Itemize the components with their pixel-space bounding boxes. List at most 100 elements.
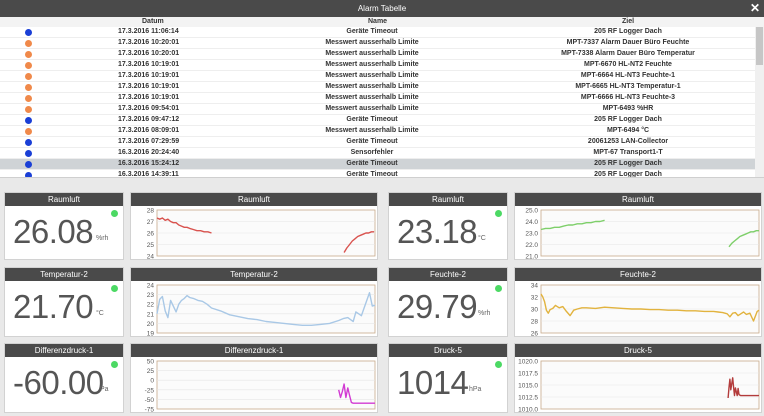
alarm-severity-icon	[25, 172, 32, 177]
chart-differenzdruck-1: -75 -50 -25 0 25 50	[145, 359, 376, 414]
alarm-severity-icon	[25, 51, 32, 58]
value-tile-feuchte-2[interactable]: Feuchte-2 29.79 %rh	[388, 267, 508, 337]
value-tile-druck-5[interactable]: Druck-5 1014 hPa	[388, 343, 508, 413]
chart-druck-5: 1010.0 1012.5 1015.0 1017.5 1020.0	[518, 359, 760, 414]
tile-title: Differenzdruck-1	[5, 344, 123, 357]
table-row[interactable]: 17.3.2016 09:47:12 Geräte Timeout 205 RF L…	[0, 115, 764, 126]
y-tick-label: 0	[150, 378, 154, 385]
y-tick-label: 30	[531, 307, 539, 314]
tile-title: Feuchte-2	[389, 268, 507, 281]
table-row[interactable]: 17.3.2016 08:09:01 Messwert ausserhalb Li…	[0, 126, 764, 137]
tile-title: Druck-5	[515, 344, 761, 357]
cell-datum: 17.3.2016 10:20:01	[118, 39, 180, 46]
table-row[interactable]: 17.3.2016 10:19:01 Messwert ausserhalb Li…	[0, 93, 764, 104]
alarm-severity-icon	[25, 139, 32, 146]
table-row[interactable]: 17.3.2016 09:54:01 Messwert ausserhalb Li…	[0, 104, 764, 115]
tile-title: Temperatur-2	[5, 268, 123, 281]
table-row[interactable]: 16.3.2016 15:24:12 Geräte Timeout 205 RF L…	[0, 159, 764, 170]
status-indicator-icon	[111, 210, 118, 217]
cell-datum: 17.3.2016 08:09:01	[118, 127, 180, 134]
status-indicator-icon	[495, 285, 502, 292]
y-tick-label: 23.0	[525, 231, 538, 238]
alarm-table-scrollbar[interactable]	[755, 27, 764, 177]
y-tick-label: -25	[145, 387, 155, 394]
alarm-table-header: Alarm Tabelle ✕	[0, 0, 764, 17]
table-row[interactable]: 17.3.2016 07:29:59 Geräte Timeout 20061253…	[0, 137, 764, 148]
y-tick-label: 19	[147, 331, 155, 338]
y-tick-label: 1010.0	[518, 407, 538, 414]
y-tick-label: -75	[145, 407, 155, 414]
alarm-severity-icon	[25, 128, 32, 135]
chart-tile-feuchte-2[interactable]: Feuchte-2 26 28 30 32 34	[514, 267, 762, 337]
series-line	[727, 377, 759, 399]
table-row[interactable]: 17.3.2016 10:19:01 Messwert ausserhalb Li…	[0, 82, 764, 93]
chart-raumluft-feuchte: 24 25 26 27 28	[147, 208, 376, 260]
table-row[interactable]: 17.3.2016 10:19:01 Messwert ausserhalb Li…	[0, 60, 764, 71]
value-tile-raumluft-temperatur[interactable]: Raumluft 23.18 °C	[388, 192, 508, 260]
tile-title: Druck-5	[389, 344, 507, 357]
y-tick-label: 32	[531, 295, 539, 302]
y-tick-label: 22	[147, 302, 155, 309]
tile-title: Temperatur-2	[131, 268, 377, 281]
y-tick-label: 1017.5	[518, 371, 538, 378]
cell-datum: 17.3.2016 07:29:59	[118, 138, 180, 145]
y-tick-label: -50	[145, 397, 155, 404]
y-tick-label: 50	[147, 359, 155, 366]
cell-datum: 16.3.2016 20:24:40	[118, 149, 180, 156]
cell-datum: 17.3.2016 10:19:01	[118, 83, 180, 90]
chart-tile-druck-5[interactable]: Druck-5 1010.0 1012.5 1015.0 1017.5 1020.0	[514, 343, 762, 413]
cell-datum: 16.3.2016 14:39:11	[118, 171, 179, 178]
y-tick-label: 1020.0	[518, 359, 538, 366]
y-tick-label: 26	[531, 331, 539, 338]
series-line	[540, 293, 760, 322]
tile-unit: %rh	[96, 235, 109, 242]
chart-tile-raumluft-feuchte[interactable]: Raumluft 24 25 26 27 28	[130, 192, 378, 260]
tile-title: Differenzdruck-1	[131, 344, 377, 357]
y-tick-label: 27	[147, 219, 155, 226]
chart-tile-temperatur-2[interactable]: Temperatur-2 19 20 21 22 23 24	[130, 267, 378, 337]
tile-value: 21.70	[13, 288, 94, 325]
cell-datum: 16.3.2016 15:24:12	[118, 160, 180, 167]
y-tick-label: 28	[147, 208, 155, 215]
table-row[interactable]: 16.3.2016 14:39:11 Geräte Timeout 205 RF L…	[0, 170, 764, 178]
tile-unit: °C	[478, 235, 486, 242]
y-tick-label: 1015.0	[518, 383, 538, 390]
chart-raumluft-temperatur: 21.0 22.0 23.0 24.0 25.0	[525, 208, 760, 261]
tile-title: Raumluft	[389, 193, 507, 206]
scrollbar-thumb[interactable]	[756, 27, 763, 65]
column-header-datum[interactable]: Datum	[142, 18, 164, 25]
chart-tile-differenzdruck-1[interactable]: Differenzdruck-1 -75 -50 -25 0 25 50	[130, 343, 378, 413]
tile-value: 26.08	[13, 213, 94, 250]
table-row[interactable]: 17.3.2016 11:06:14 Geräte Timeout 205 RF L…	[0, 27, 764, 38]
table-row[interactable]: 16.3.2016 20:24:40 Sensorfehler MPT-67 Tra…	[0, 148, 764, 159]
chart-tile-raumluft-temperatur[interactable]: Raumluft 21.0 22.0 23.0 24.0 25.0	[514, 192, 762, 260]
column-header-ziel[interactable]: Ziel	[622, 18, 635, 25]
tile-title: Raumluft	[131, 193, 377, 206]
y-tick-label: 24	[147, 283, 155, 290]
y-tick-label: 1012.5	[518, 395, 538, 402]
series-line	[343, 231, 375, 253]
y-tick-label: 21	[147, 311, 155, 318]
cell-datum: 17.3.2016 11:06:14	[118, 28, 179, 35]
alarm-severity-icon	[25, 62, 32, 69]
alarm-severity-icon	[25, 73, 32, 80]
close-icon[interactable]: ✕	[749, 1, 760, 15]
cell-datum: 17.3.2016 09:54:01	[118, 105, 180, 112]
y-tick-label: 21.0	[525, 254, 538, 261]
status-indicator-icon	[495, 210, 502, 217]
column-header-name[interactable]: Name	[368, 18, 388, 25]
alarm-severity-icon	[25, 95, 32, 102]
value-tile-raumluft-feuchte[interactable]: Raumluft 26.08 %rh	[4, 192, 124, 260]
alarm-severity-icon	[25, 84, 32, 91]
alarm-severity-icon	[25, 40, 32, 47]
table-row[interactable]: 17.3.2016 10:19:01 Messwert ausserhalb Li…	[0, 71, 764, 82]
y-tick-label: 24.0	[525, 219, 538, 226]
table-row[interactable]: 17.3.2016 10:20:01 Messwert ausserhalb Li…	[0, 38, 764, 49]
y-tick-label: 23	[147, 292, 155, 299]
value-tile-temperatur-2[interactable]: Temperatur-2 21.70 °C	[4, 267, 124, 337]
y-tick-label: 28	[531, 319, 539, 326]
table-row[interactable]: 17.3.2016 10:20:01 Messwert ausserhalb Li…	[0, 49, 764, 60]
y-tick-label: 25	[147, 242, 155, 249]
value-tile-differenzdruck-1[interactable]: Differenzdruck-1 -60.00 Pa	[4, 343, 124, 413]
